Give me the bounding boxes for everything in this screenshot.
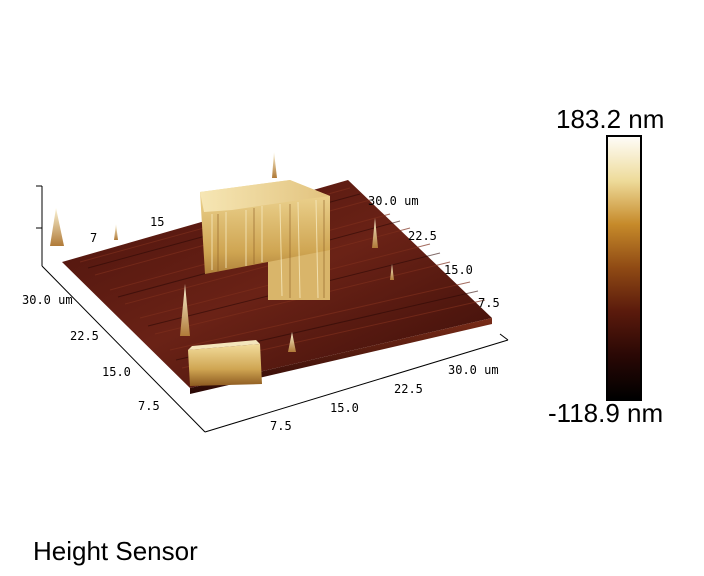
back-left-axis-ticks: 15 7 [90, 215, 164, 245]
front-axis-ticks: 7.5 15.0 22.5 30.0 um [270, 363, 499, 433]
back-right-axis-ticks: 30.0 um 22.5 15.0 7.5 [368, 194, 500, 310]
back-tick: 15.0 [444, 263, 473, 277]
back-tick: 30.0 um [368, 194, 419, 208]
height-spikes [50, 152, 394, 352]
left-tick: 7.5 [138, 399, 160, 413]
front-tick: 7.5 [270, 419, 292, 433]
left-axis-ticks: 30.0 um 22.5 15.0 7.5 [22, 293, 160, 413]
channel-caption: Height Sensor [33, 536, 198, 566]
left-tick: 22.5 [70, 329, 99, 343]
back-tick: 7.5 [478, 296, 500, 310]
small-plateau [188, 340, 262, 386]
front-tick: 22.5 [394, 382, 423, 396]
front-tick: 30.0 um [448, 363, 499, 377]
back-tick: 22.5 [408, 229, 437, 243]
back-left-tick: 7 [90, 231, 97, 245]
front-tick: 15.0 [330, 401, 359, 415]
left-tick: 15.0 [102, 365, 131, 379]
scale-max-label: 183.2 nm [556, 104, 665, 134]
plot-frame [36, 185, 509, 433]
height-color-scale-bar [606, 135, 642, 401]
back-left-tick: 15 [150, 215, 164, 229]
height-plateau [200, 180, 330, 300]
left-tick: 30.0 um [22, 293, 73, 307]
scale-min-label: -118.9 nm [548, 398, 664, 428]
